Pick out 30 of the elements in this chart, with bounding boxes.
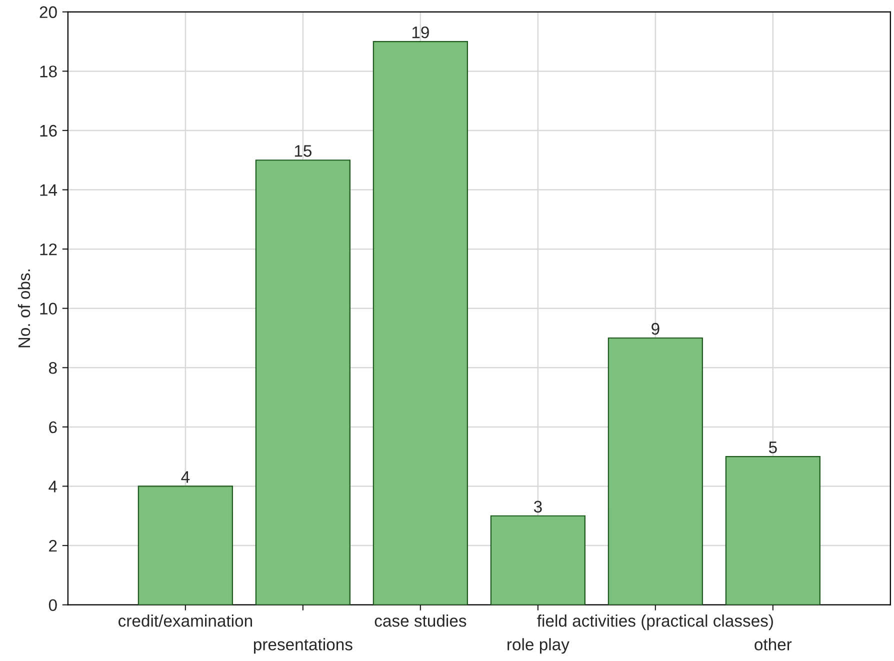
y-axis-title: No. of obs.: [18, 270, 30, 348]
y-tick-label: 0: [48, 599, 57, 612]
x-tick-label: credit/examination: [118, 614, 252, 627]
y-tick-label: 20: [40, 6, 57, 18]
x-tick-label: case studies: [374, 614, 466, 627]
y-tick-label: 18: [40, 66, 57, 78]
x-tick-label: other: [754, 638, 792, 650]
x-tick-label: field activities (practical classes): [537, 614, 773, 630]
y-tick-label: 10: [40, 302, 57, 315]
bar: [608, 337, 703, 605]
bar: [138, 486, 233, 605]
data-label: 5: [768, 442, 777, 454]
x-tick-label: role play: [508, 638, 570, 654]
y-tick-label: 14: [40, 184, 58, 196]
y-tick-label: 4: [48, 480, 58, 492]
y-tick-label: 12: [40, 243, 57, 256]
data-label: 3: [534, 500, 542, 513]
bar: [725, 456, 820, 605]
y-tick-label: 2: [49, 540, 57, 552]
data-label: 15: [294, 145, 312, 157]
x-tick-label: presentations: [254, 638, 352, 654]
y-tick-label: 16: [40, 124, 57, 137]
data-label: 9: [652, 322, 660, 335]
data-label: 19: [412, 26, 429, 38]
bar: [372, 40, 468, 605]
y-tick-label: 6: [49, 421, 57, 434]
bar: [255, 160, 350, 605]
data-label: 4: [181, 471, 190, 483]
y-tick-label: 8: [48, 362, 57, 374]
bar: [490, 515, 586, 605]
